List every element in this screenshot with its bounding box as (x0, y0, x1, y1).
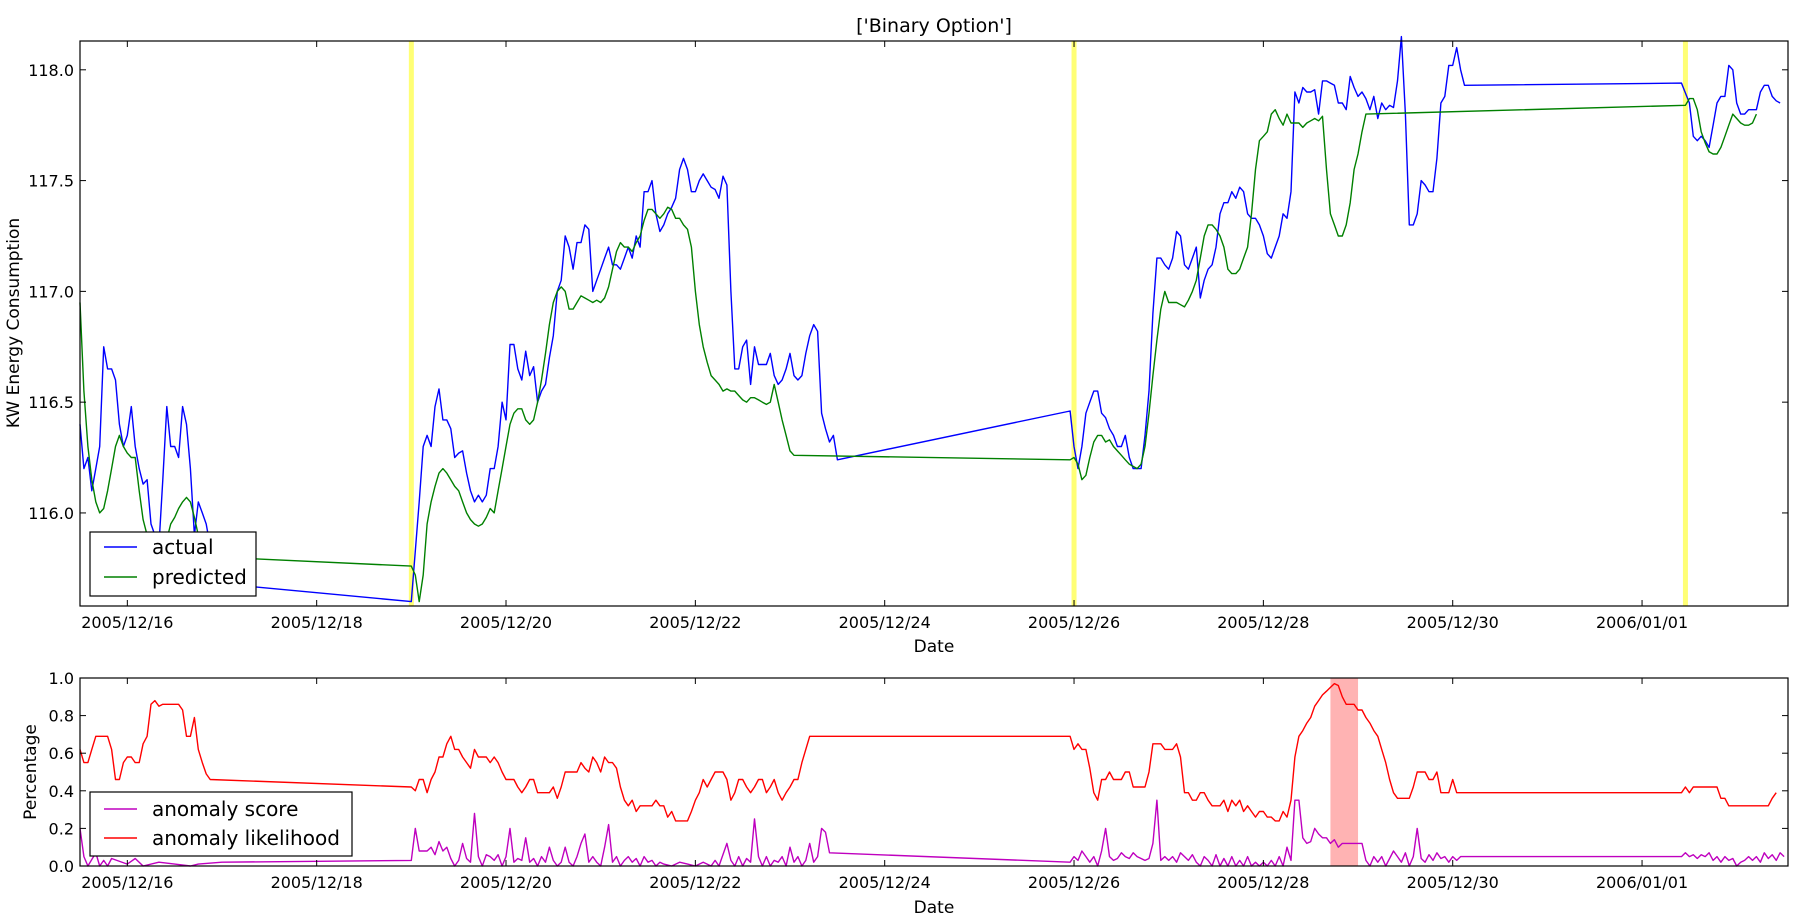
energy-chart-x-axis: 2005/12/16 2005/12/18 2005/12/20 2005/12/22… (81, 41, 1688, 632)
anomaly-chart: 2005/12/16 2005/12/18 2005/12/20 2005/12/22… (21, 669, 1789, 918)
energy-chart-legend: actual predicted (89, 531, 257, 597)
anomaly-anomaly-band (1330, 678, 1359, 866)
energy-highlight-1 (408, 41, 414, 606)
energy-x-tick-label: 2005/12/24 (839, 613, 931, 632)
anomaly-x-tick-label: 2005/12/18 (271, 873, 363, 892)
anomaly-chart-highlight (1330, 678, 1359, 866)
series-line-anomaly-likelihood (79, 682, 1777, 822)
energy-y-tick-label: 117.0 (28, 282, 74, 301)
anomaly-chart-lines (79, 682, 1785, 867)
anomaly-y-tick-label: 0.0 (49, 857, 74, 876)
energy-x-tick-label: 2005/12/28 (1217, 613, 1309, 632)
anomaly-x-tick-label: 2005/12/22 (649, 873, 741, 892)
energy-x-tick-label: 2005/12/22 (649, 613, 741, 632)
energy-highlight-2 (1071, 41, 1077, 606)
anomaly-chart-legend-box (89, 791, 353, 857)
energy-chart: ['Binary Option'] 2005/12/16 2005/12/18 20… (4, 15, 1789, 657)
anomaly-x-tick-label: 2005/12/24 (839, 873, 931, 892)
anomaly-chart-y-label: Percentage (21, 724, 41, 820)
energy-chart-frame (79, 40, 1789, 607)
energy-x-tick-label: 2005/12/18 (271, 613, 363, 632)
anomaly-y-tick-label: 0.4 (49, 782, 74, 801)
energy-x-tick-label: 2005/12/30 (1407, 613, 1499, 632)
energy-chart-y-label: KW Energy Consumption (4, 218, 24, 428)
energy-chart-x-label: Date (914, 637, 955, 657)
energy-chart-lines (79, 35, 1781, 603)
series-line-predicted (79, 97, 1758, 603)
legend-label-actual: actual (152, 535, 214, 559)
energy-chart-highlights (408, 41, 1688, 606)
anomaly-y-tick-label: 0.2 (49, 819, 74, 838)
anomaly-y-tick-label: 0.6 (49, 744, 74, 763)
energy-x-tick-label: 2005/12/20 (460, 613, 552, 632)
energy-chart-title: ['Binary Option'] (856, 15, 1012, 37)
energy-y-tick-label: 118.0 (28, 61, 74, 80)
legend-label-anomaly-likelihood: anomaly likelihood (152, 826, 340, 850)
energy-x-tick-label: 2005/12/26 (1028, 613, 1120, 632)
energy-y-tick-label: 117.5 (28, 172, 74, 191)
energy-chart-y-axis: 116.0 116.5 117.0 117.5 118.0 (28, 61, 1788, 523)
anomaly-chart-frame (79, 677, 1789, 867)
series-line-actual (79, 35, 1781, 603)
anomaly-chart-x-label: Date (914, 898, 955, 918)
energy-y-tick-label: 116.0 (28, 504, 74, 523)
legend-label-predicted: predicted (152, 565, 247, 589)
series-line-anomaly-score (79, 799, 1785, 867)
legend-label-anomaly-score: anomaly score (152, 797, 298, 821)
anomaly-y-tick-label: 1.0 (49, 669, 74, 688)
anomaly-x-tick-label: 2005/12/20 (460, 873, 552, 892)
energy-x-tick-label: 2005/12/16 (81, 613, 173, 632)
energy-y-tick-label: 116.5 (28, 393, 74, 412)
anomaly-y-tick-label: 0.8 (49, 707, 74, 726)
energy-highlight-3 (1682, 41, 1688, 606)
anomaly-x-tick-label: 2005/12/28 (1217, 873, 1309, 892)
anomaly-x-tick-label: 2006/01/01 (1596, 873, 1688, 892)
energy-chart-legend-box (89, 531, 257, 597)
energy-x-tick-label: 2006/01/01 (1596, 613, 1688, 632)
anomaly-chart-legend: anomaly score anomaly likelihood (89, 791, 353, 857)
anomaly-chart-y-axis: 0.0 0.2 0.4 0.6 0.8 1.0 (49, 669, 1788, 876)
anomaly-x-tick-label: 2005/12/26 (1028, 873, 1120, 892)
anomaly-x-tick-label: 2005/12/30 (1407, 873, 1499, 892)
anomaly-x-tick-label: 2005/12/16 (81, 873, 173, 892)
anomaly-chart-x-axis: 2005/12/16 2005/12/18 2005/12/20 2005/12/22… (81, 678, 1688, 892)
